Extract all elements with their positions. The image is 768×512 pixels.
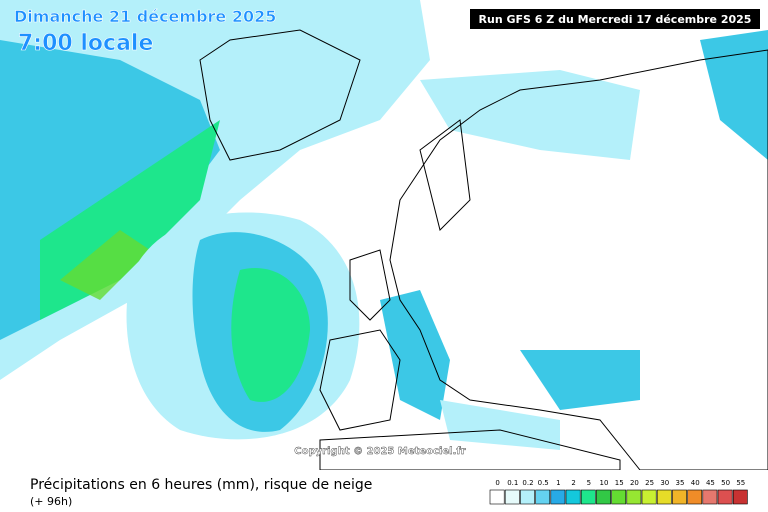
legend-swatch <box>732 489 748 505</box>
footer-title: Précipitations en 6 heures (mm), risque … <box>30 477 372 493</box>
legend-swatch <box>550 489 566 505</box>
legend-swatch <box>687 489 703 505</box>
legend-swatch <box>611 489 627 505</box>
run-label: Run GFS 6 Z du Mercredi 17 décembre 2025 <box>479 13 752 26</box>
legend-label: 55 <box>736 479 745 487</box>
legend-label: 10 <box>600 479 609 487</box>
legend-label: 1 <box>556 479 560 487</box>
map-date: Dimanche 21 décembre 2025 <box>14 7 276 26</box>
map-time: 7:00 locale <box>18 31 153 56</box>
legend-swatch <box>565 489 581 505</box>
legend-label: 5 <box>587 479 591 487</box>
legend-label: 40 <box>691 479 700 487</box>
copyright: Copyright © 2025 Meteociel.fr <box>294 446 465 457</box>
legend-swatch <box>504 489 520 505</box>
run-box <box>470 9 760 29</box>
legend-swatch <box>641 489 657 505</box>
legend-label: 0.1 <box>507 479 518 487</box>
legend-label: 0.5 <box>538 479 549 487</box>
legend-label: 20 <box>630 479 639 487</box>
legend-label: 15 <box>615 479 624 487</box>
precipitation-field <box>0 0 768 450</box>
legend-swatch <box>626 489 642 505</box>
legend-swatch <box>580 489 596 505</box>
legend: 0 0.1 0.2 0.5 1 2 5 10 15 20 25 30 35 40 45 50 55 <box>489 479 748 505</box>
legend-label: 35 <box>676 479 685 487</box>
legend-swatch <box>656 489 672 505</box>
legend-label: 0 <box>495 479 499 487</box>
legend-swatch <box>535 489 551 505</box>
footer-lead: (+ 96h) <box>30 495 72 508</box>
legend-swatch <box>596 489 611 505</box>
legend-swatch <box>489 489 505 505</box>
legend-label: 45 <box>706 479 715 487</box>
legend-label: 2 <box>571 479 575 487</box>
legend-swatch <box>672 489 687 505</box>
legend-label: 50 <box>721 479 730 487</box>
legend-label: 25 <box>645 479 654 487</box>
legend-swatch <box>702 489 718 505</box>
legend-label: 30 <box>660 479 669 487</box>
legend-swatch <box>520 489 535 505</box>
legend-swatch <box>717 489 733 505</box>
legend-label: 0.2 <box>522 479 533 487</box>
